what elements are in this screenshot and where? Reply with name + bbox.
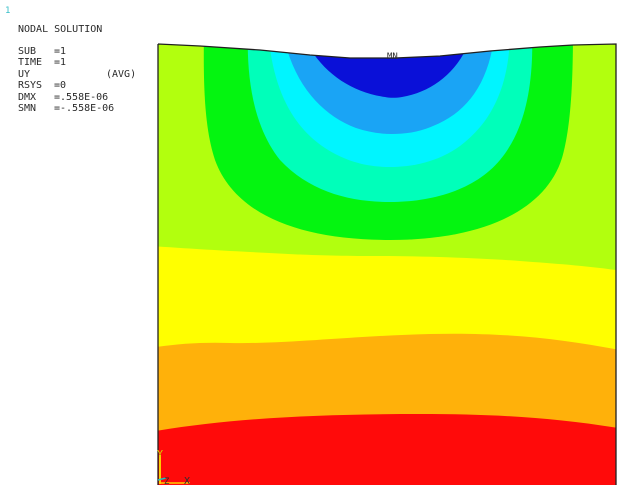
- plate-outline: [157, 43, 617, 485]
- legend-item-line: UY (AVG): [18, 69, 136, 80]
- window-number: 1: [5, 6, 11, 16]
- sub-label: SUB: [18, 46, 37, 57]
- legend-block: SUB =1 TIME =1 UY (AVG) RSYS =0 DMX =.558E-06…: [18, 46, 136, 114]
- legend-dmx-line: DMX =.558E-06: [18, 92, 136, 103]
- min-marker-label: MN: [387, 52, 398, 62]
- rsys-value: =0: [54, 80, 67, 92]
- dmx-label: DMX: [18, 91, 37, 103]
- legend-sub-line: SUB =1: [18, 46, 136, 57]
- contour-band-group: [158, 44, 616, 485]
- time-value: =1: [54, 57, 67, 69]
- time-label: TIME: [18, 57, 43, 69]
- sub-value: =1: [54, 46, 67, 57]
- smn-label: SMN: [18, 102, 37, 114]
- solution-title: NODAL SOLUTION: [18, 24, 103, 35]
- rsys-label: RSYS: [18, 80, 43, 92]
- triad-y-label: Y: [157, 449, 163, 460]
- triad-z-label: Z: [164, 477, 170, 485]
- legend-smn-line: SMN =-.558E-06: [18, 103, 136, 114]
- triad-z-axis: [157, 477, 167, 481]
- smn-value: =-.558E-06: [54, 102, 115, 114]
- legend-rsys-line: RSYS =0: [18, 80, 136, 91]
- coordinate-triad: Y Z X: [157, 449, 190, 485]
- item-average-label: (AVG): [106, 68, 137, 80]
- legend-time-line: TIME =1: [18, 57, 136, 68]
- dmx-value: =.558E-06: [54, 91, 109, 103]
- triad-x-label: X: [184, 476, 190, 485]
- item-label: UY: [18, 68, 31, 80]
